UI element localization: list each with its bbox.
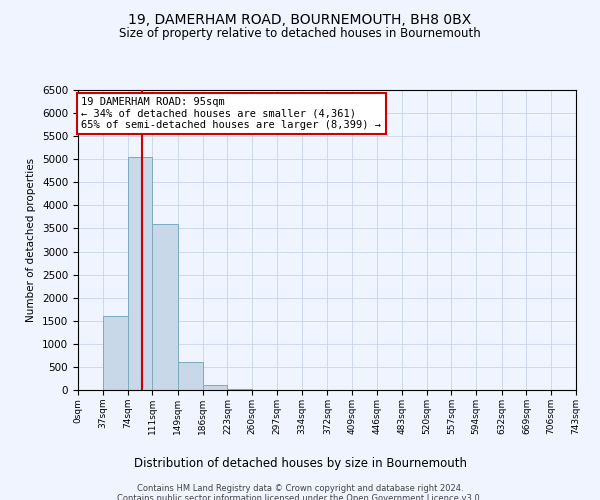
Text: 19 DAMERHAM ROAD: 95sqm
← 34% of detached houses are smaller (4,361)
65% of semi: 19 DAMERHAM ROAD: 95sqm ← 34% of detache… xyxy=(82,97,382,130)
Text: Distribution of detached houses by size in Bournemouth: Distribution of detached houses by size … xyxy=(133,458,467,470)
Text: 19, DAMERHAM ROAD, BOURNEMOUTH, BH8 0BX: 19, DAMERHAM ROAD, BOURNEMOUTH, BH8 0BX xyxy=(128,12,472,26)
Text: Contains HM Land Registry data © Crown copyright and database right 2024.: Contains HM Land Registry data © Crown c… xyxy=(137,484,463,493)
Bar xyxy=(128,157,152,390)
Bar xyxy=(203,386,227,390)
Text: Size of property relative to detached houses in Bournemouth: Size of property relative to detached ho… xyxy=(119,28,481,40)
Bar xyxy=(178,362,203,390)
Y-axis label: Number of detached properties: Number of detached properties xyxy=(26,158,37,322)
Text: Contains public sector information licensed under the Open Government Licence v3: Contains public sector information licen… xyxy=(118,494,482,500)
Bar xyxy=(227,388,252,390)
Bar xyxy=(103,316,128,390)
Bar xyxy=(152,224,178,390)
